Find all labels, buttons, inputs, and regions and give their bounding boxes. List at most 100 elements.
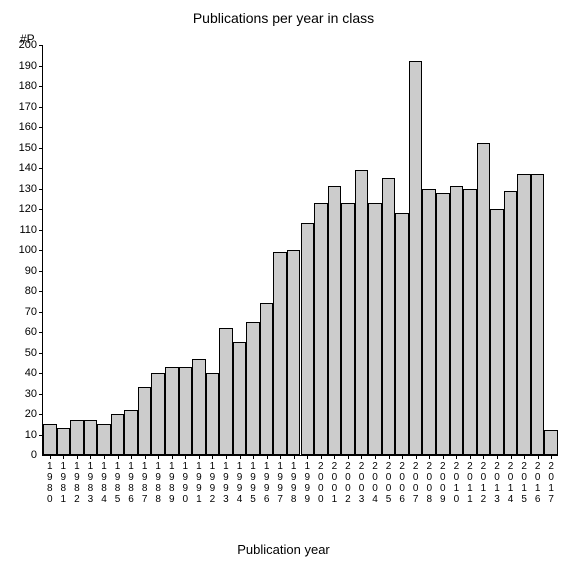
x-tick	[361, 455, 362, 459]
x-tick	[172, 455, 173, 459]
x-tick-label: 2 0 1 4	[504, 461, 518, 505]
x-tick-label: 1 9 8 8	[151, 461, 165, 505]
y-tick-label: 150	[19, 142, 37, 154]
y-tick-label: 90	[25, 265, 37, 277]
x-tick	[280, 455, 281, 459]
x-tick	[429, 455, 430, 459]
x-tick-label: 2 0 0 9	[436, 461, 450, 505]
bar	[301, 223, 315, 455]
x-tick-label: 2 0 0 3	[355, 461, 369, 505]
bar	[463, 189, 477, 456]
y-tick-label: 30	[25, 388, 37, 400]
bar	[165, 367, 179, 455]
x-tick-label: 2 0 0 7	[409, 461, 423, 505]
y-tick	[39, 394, 43, 395]
x-tick-label: 1 9 9 1	[192, 461, 206, 505]
x-tick	[77, 455, 78, 459]
x-tick	[90, 455, 91, 459]
x-tick	[416, 455, 417, 459]
bar	[246, 322, 260, 455]
x-tick-label: 2 0 0 0	[314, 461, 328, 505]
x-tick-label: 2 0 0 1	[328, 461, 342, 505]
y-tick-label: 110	[19, 224, 37, 236]
x-tick	[443, 455, 444, 459]
y-tick-label: 100	[19, 244, 37, 256]
y-tick	[39, 291, 43, 292]
x-tick-label: 1 9 8 6	[124, 461, 138, 505]
y-tick-label: 180	[19, 80, 37, 92]
x-tick-label: 1 9 9 5	[246, 461, 260, 505]
bar	[422, 189, 436, 456]
x-tick-label: 2 0 0 5	[382, 461, 396, 505]
y-tick	[39, 107, 43, 108]
x-tick	[538, 455, 539, 459]
x-tick-label: 2 0 0 8	[422, 461, 436, 505]
y-tick-label: 60	[25, 326, 37, 338]
x-tick	[294, 455, 295, 459]
bar	[219, 328, 233, 455]
x-tick	[199, 455, 200, 459]
y-tick-label: 140	[19, 162, 37, 174]
y-tick	[39, 312, 43, 313]
y-tick	[39, 86, 43, 87]
y-tick-label: 70	[25, 306, 37, 318]
bar	[395, 213, 409, 455]
x-tick-label: 1 9 8 1	[57, 461, 71, 505]
x-tick-label: 1 9 9 6	[260, 461, 274, 505]
x-tick	[267, 455, 268, 459]
x-tick	[131, 455, 132, 459]
y-tick	[39, 373, 43, 374]
x-tick	[307, 455, 308, 459]
x-tick	[389, 455, 390, 459]
x-tick-label: 1 9 8 9	[165, 461, 179, 505]
x-tick-label: 1 9 8 3	[84, 461, 98, 505]
y-tick	[39, 332, 43, 333]
bar	[382, 178, 396, 455]
y-tick	[39, 127, 43, 128]
bar	[111, 414, 125, 455]
x-tick-label: 2 0 0 2	[341, 461, 355, 505]
y-tick-label: 130	[19, 183, 37, 195]
y-tick-label: 160	[19, 121, 37, 133]
bar	[273, 252, 287, 455]
y-tick	[39, 168, 43, 169]
bar	[138, 387, 152, 455]
y-tick-label: 200	[19, 39, 37, 51]
x-tick	[524, 455, 525, 459]
y-tick-label: 170	[19, 101, 37, 113]
bar	[57, 428, 71, 455]
bar	[287, 250, 301, 455]
x-tick-label: 2 0 0 6	[395, 461, 409, 505]
x-tick	[456, 455, 457, 459]
x-tick-label: 2 0 1 7	[544, 461, 558, 505]
bar	[206, 373, 220, 455]
bar	[151, 373, 165, 455]
x-tick	[50, 455, 51, 459]
bar	[368, 203, 382, 455]
y-tick-label: 50	[25, 347, 37, 359]
chart-title: Publications per year in class	[0, 10, 567, 26]
x-tick	[212, 455, 213, 459]
x-tick-label: 1 9 9 0	[179, 461, 193, 505]
x-tick-label: 2 0 1 5	[517, 461, 531, 505]
x-tick-label: 1 9 8 7	[138, 461, 152, 505]
bar	[409, 61, 423, 455]
x-tick	[497, 455, 498, 459]
x-tick	[375, 455, 376, 459]
bar	[504, 191, 518, 455]
x-tick	[185, 455, 186, 459]
y-tick	[39, 45, 43, 46]
y-tick-label: 0	[31, 449, 37, 461]
x-tick	[226, 455, 227, 459]
y-tick	[39, 209, 43, 210]
x-tick-label: 2 0 1 1	[463, 461, 477, 505]
bar	[124, 410, 138, 455]
bar	[490, 209, 504, 455]
plot-area: 0102030405060708090100110120130140150160…	[42, 45, 558, 456]
x-tick	[321, 455, 322, 459]
x-tick-label: 2 0 0 4	[368, 461, 382, 505]
y-tick	[39, 414, 43, 415]
y-tick	[39, 189, 43, 190]
bar	[179, 367, 193, 455]
x-tick	[551, 455, 552, 459]
